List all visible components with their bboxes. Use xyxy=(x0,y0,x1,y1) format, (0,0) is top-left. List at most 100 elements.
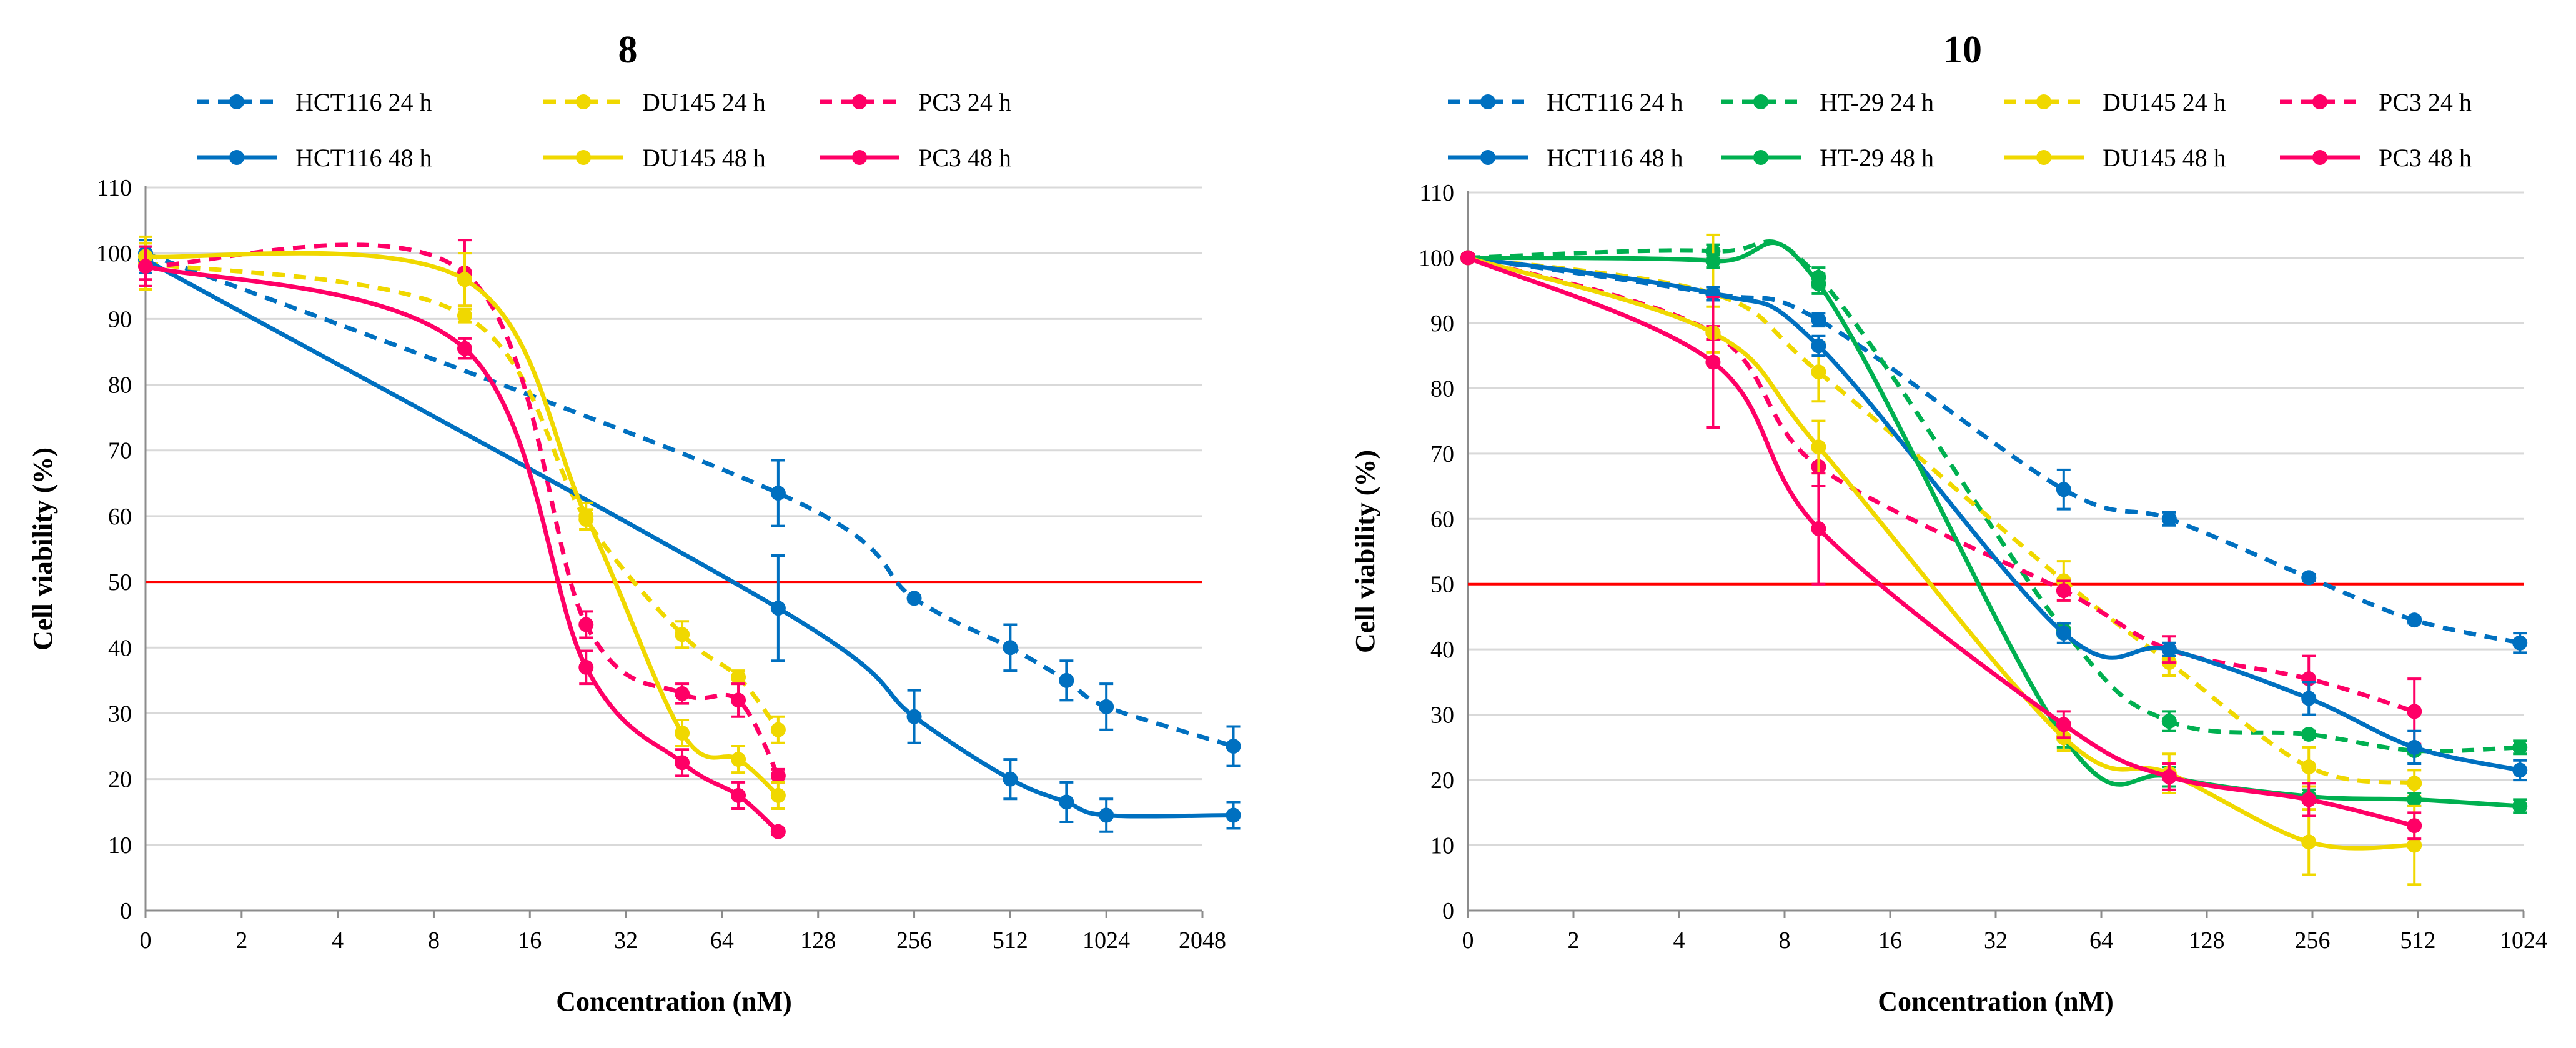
data-point xyxy=(1226,739,1241,754)
y-tick-label: 90 xyxy=(108,306,132,332)
data-point xyxy=(2301,726,2317,742)
x-tick-label: 32 xyxy=(614,927,638,954)
data-point xyxy=(138,259,153,274)
x-tick-label: 16 xyxy=(518,927,542,954)
legend-item-pc3-48-h: PC3 48 h xyxy=(2280,144,2472,172)
y-tick-label: 40 xyxy=(1430,637,1454,663)
x-tick-label: 2 xyxy=(1568,927,1580,954)
series-line xyxy=(143,264,781,834)
data-point xyxy=(2407,612,2422,628)
legend-swatch-marker xyxy=(1753,94,1768,109)
x-tick-label: 256 xyxy=(2295,927,2331,954)
data-point xyxy=(2056,717,2071,732)
data-point xyxy=(675,627,690,642)
y-tick-label: 10 xyxy=(1430,833,1454,859)
data-point xyxy=(2161,769,2177,784)
legend-label: DU145 24 h xyxy=(642,88,766,116)
series-line xyxy=(145,261,780,731)
y-tick-label: 80 xyxy=(1430,376,1454,402)
x-tick-label: 0 xyxy=(1462,927,1474,954)
chart-title: 10 xyxy=(1943,29,1982,71)
data-point xyxy=(2056,482,2071,497)
data-point xyxy=(1059,672,1074,688)
data-point xyxy=(2301,570,2317,586)
series-line xyxy=(1465,256,2417,828)
data-point xyxy=(2301,759,2317,775)
legend-label: HCT116 48 h xyxy=(1547,144,1683,172)
data-point xyxy=(457,308,472,324)
data-point xyxy=(2407,776,2422,791)
legend-label: HCT116 48 h xyxy=(295,144,432,172)
series-du145-48-h xyxy=(1460,250,2422,886)
x-tick-label: 4 xyxy=(332,927,344,954)
legend-swatch-marker xyxy=(2036,94,2051,109)
data-point xyxy=(770,787,786,803)
legend-label: HT-29 48 h xyxy=(1820,144,1934,172)
data-point xyxy=(1811,364,1826,380)
legend-label: PC3 48 h xyxy=(2379,144,2472,172)
data-point xyxy=(578,659,594,675)
legend-swatch-marker xyxy=(576,150,591,165)
data-point xyxy=(906,591,922,606)
series-ht-29-24-h xyxy=(1460,239,2528,759)
y-tick-label: 60 xyxy=(108,504,132,530)
y-tick-label: 20 xyxy=(108,767,132,793)
data-point xyxy=(1705,354,1721,370)
chart-panel-8: 0 10 20 30 40 50 60 70 80 90 100 110 0 2 4 8 16 32 64 128 25… xyxy=(27,29,1241,1017)
series-hct116-24-h xyxy=(1460,250,2528,654)
data-point xyxy=(2512,635,2528,651)
legend-item-du145-48-h: DU145 48 h xyxy=(543,144,766,172)
series-du145-48-h xyxy=(138,242,786,810)
data-point xyxy=(770,722,786,737)
data-point xyxy=(2407,704,2422,719)
y-tick-label: 100 xyxy=(96,241,132,267)
data-point xyxy=(1099,807,1114,823)
series-pc3-48-h xyxy=(138,245,786,839)
x-tick-label: 0 xyxy=(140,927,152,954)
data-point xyxy=(578,617,594,632)
data-point xyxy=(2056,583,2071,599)
x-tick-label: 8 xyxy=(428,927,440,954)
x-tick-label: 128 xyxy=(800,927,836,954)
legend-swatch-marker xyxy=(852,150,867,165)
legend-label: HCT116 24 h xyxy=(1547,88,1683,116)
x-tick-label: 16 xyxy=(1878,927,1902,954)
legend-label: PC3 24 h xyxy=(2379,88,2472,116)
legend-item-hct116-48-h: HCT116 48 h xyxy=(197,144,432,172)
x-tick-label: 1024 xyxy=(1082,927,1130,954)
y-tick-label: 60 xyxy=(1430,506,1454,532)
legend-item-ht-29-48-h: HT-29 48 h xyxy=(1721,144,1934,172)
legend-swatch-marker xyxy=(229,150,244,165)
x-tick-label: 2048 xyxy=(1179,927,1226,954)
chart-panel-10: 0 10 20 30 40 50 60 70 80 90 100 110 0 2 4 8 16 32 64 128 25… xyxy=(1350,29,2547,1017)
series-line xyxy=(1467,256,2415,786)
data-point xyxy=(1811,312,1826,327)
y-tick-label: 70 xyxy=(108,438,132,464)
series-pc3-48-h xyxy=(1460,250,2422,841)
legend-label: HT-29 24 h xyxy=(1820,88,1934,116)
data-point xyxy=(770,824,786,839)
y-tick-label: 110 xyxy=(1419,180,1454,206)
chart-title: 8 xyxy=(618,29,638,71)
legend-item-pc3-24-h: PC3 24 h xyxy=(820,88,1011,116)
series-hct116-48-h xyxy=(1460,250,2528,782)
data-point xyxy=(1059,794,1074,810)
legend-swatch-marker xyxy=(576,94,591,109)
y-tick-label: 40 xyxy=(108,635,132,661)
y-axis-label: Cell viability (%) xyxy=(1350,450,1380,653)
data-point xyxy=(2407,792,2422,807)
data-point xyxy=(2512,739,2528,755)
x-tick-label: 2 xyxy=(235,927,247,954)
series-hct116-48-h xyxy=(138,245,1241,833)
data-point xyxy=(731,787,746,803)
legend-swatch-marker xyxy=(2312,150,2327,165)
data-point xyxy=(731,752,746,767)
legend-label: PC3 24 h xyxy=(918,88,1011,116)
data-point xyxy=(2512,798,2528,814)
legend-item-du145-24-h: DU145 24 h xyxy=(543,88,766,116)
y-tick-label: 50 xyxy=(1430,572,1454,598)
data-point xyxy=(675,755,690,771)
data-point xyxy=(1460,250,1475,266)
series-line xyxy=(1467,256,2415,714)
data-point xyxy=(2407,818,2422,834)
